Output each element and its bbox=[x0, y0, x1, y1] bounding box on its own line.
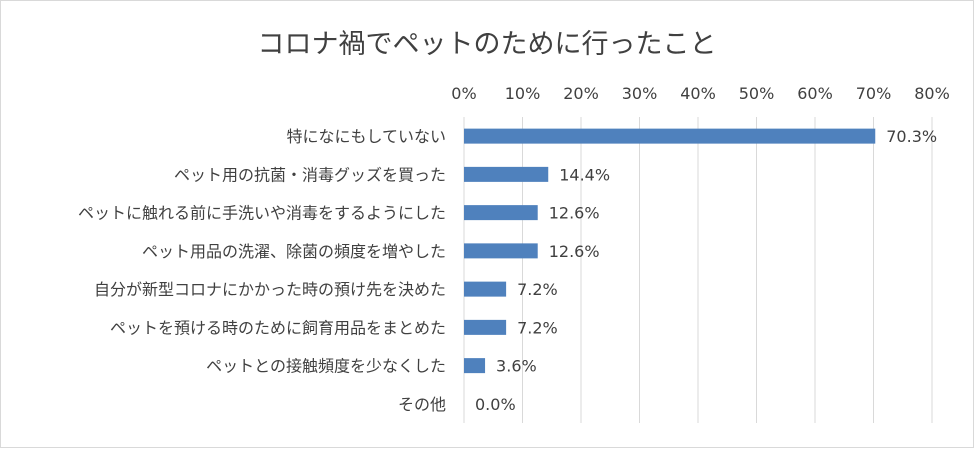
data-label: 14.4% bbox=[559, 165, 610, 184]
x-tick-label: 60% bbox=[797, 84, 833, 103]
bar bbox=[464, 243, 538, 259]
chart-title: コロナ禍でペットのために行ったこと bbox=[258, 29, 717, 60]
x-tick-label: 0% bbox=[451, 84, 476, 103]
bar bbox=[464, 319, 507, 335]
category-label: ペットに触れる前に手洗いや消毒をするようにした bbox=[78, 204, 446, 223]
data-label: 12.6% bbox=[549, 242, 600, 261]
x-tick-label: 70% bbox=[856, 84, 892, 103]
category-label: ペット用の抗菌・消毒グッズを買った bbox=[174, 165, 446, 184]
bar bbox=[464, 205, 538, 221]
category-label: ペットとの接触頻度を少なくした bbox=[206, 357, 446, 376]
x-tick-label: 50% bbox=[739, 84, 775, 103]
category-label: ペットを預ける時のために飼育用品をまとめた bbox=[110, 318, 446, 337]
data-label: 70.3% bbox=[886, 127, 937, 146]
bar bbox=[464, 281, 507, 297]
bar bbox=[464, 358, 486, 374]
category-labels: 特になにもしていないペット用の抗菌・消毒グッズを買ったペットに触れる前に手洗いや… bbox=[78, 127, 446, 414]
data-label: 12.6% bbox=[549, 204, 600, 223]
data-label: 3.6% bbox=[496, 357, 537, 376]
category-label: 自分が新型コロナにかかった時の預け先を決めた bbox=[94, 280, 446, 299]
data-label: 7.2% bbox=[517, 280, 558, 299]
category-label: その他 bbox=[398, 395, 446, 414]
x-tick-label: 10% bbox=[505, 84, 541, 103]
x-tick-labels: 0% 10% 20% 30% 40% 50% 60% 70% 80% bbox=[451, 84, 949, 103]
data-labels: 70.3% 14.4% 12.6% 12.6% 7.2% 7.2% 3.6% 0.0% bbox=[475, 127, 937, 414]
gridlines bbox=[463, 117, 933, 423]
data-label: 7.2% bbox=[517, 318, 558, 337]
bar bbox=[464, 166, 549, 182]
category-label: 特になにもしていない bbox=[286, 127, 446, 146]
category-label: ペット用品の洗濯、除菌の頻度を増やした bbox=[142, 242, 446, 261]
x-tick-label: 30% bbox=[622, 84, 658, 103]
bars bbox=[464, 128, 876, 374]
x-tick-label: 80% bbox=[914, 84, 950, 103]
x-tick-label: 20% bbox=[563, 84, 599, 103]
data-label: 0.0% bbox=[475, 395, 516, 414]
bar bbox=[464, 128, 876, 144]
x-tick-label: 40% bbox=[680, 84, 716, 103]
